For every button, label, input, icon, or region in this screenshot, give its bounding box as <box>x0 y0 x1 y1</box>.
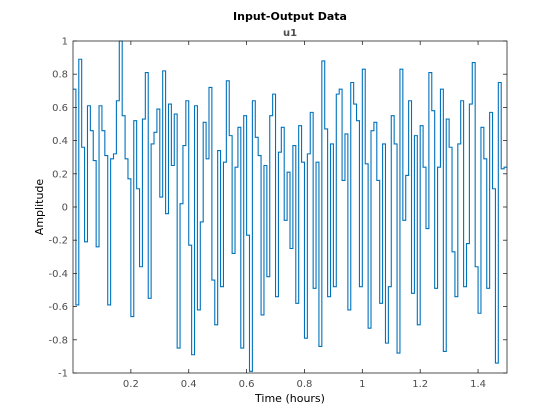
y-tick-label: 0.6 <box>52 103 68 114</box>
x-tick-label: 0.6 <box>239 379 255 390</box>
y-tick-label: 0.4 <box>52 136 68 147</box>
y-tick-label: 0.8 <box>52 70 68 81</box>
chart-title: Input-Output Data <box>233 10 347 23</box>
x-tick-label: 0.2 <box>123 379 139 390</box>
y-tick-label: -0.8 <box>48 335 68 346</box>
chart-subtitle: u1 <box>283 28 297 39</box>
x-tick-label: 0.8 <box>297 379 313 390</box>
series-layer <box>73 40 507 372</box>
x-tick-label: 1 <box>359 379 365 390</box>
y-tick-label: 0 <box>62 203 68 214</box>
y-tick-label: 1 <box>62 37 68 48</box>
x-tick-label: 1.4 <box>470 379 486 390</box>
tick-layer: -1 -0.8 -0.6 -0.4 -0.2 0 0.2 0.4 0.6 0.8 1 0.2 0.4 0.… <box>48 37 507 390</box>
y-tick-label: -0.4 <box>48 269 68 280</box>
y-axis-label: Amplitude <box>33 179 46 236</box>
x-axis-label: Time (hours) <box>254 392 325 405</box>
x-tick-label: 0.4 <box>181 379 197 390</box>
x-tick-label: 1.2 <box>412 379 428 390</box>
series-line-u1 <box>73 40 507 372</box>
y-tick-label: 0.2 <box>52 169 68 180</box>
y-tick-label: -0.2 <box>48 236 68 247</box>
y-tick-label: -1 <box>58 369 68 380</box>
y-tick-label: -0.6 <box>48 302 68 313</box>
